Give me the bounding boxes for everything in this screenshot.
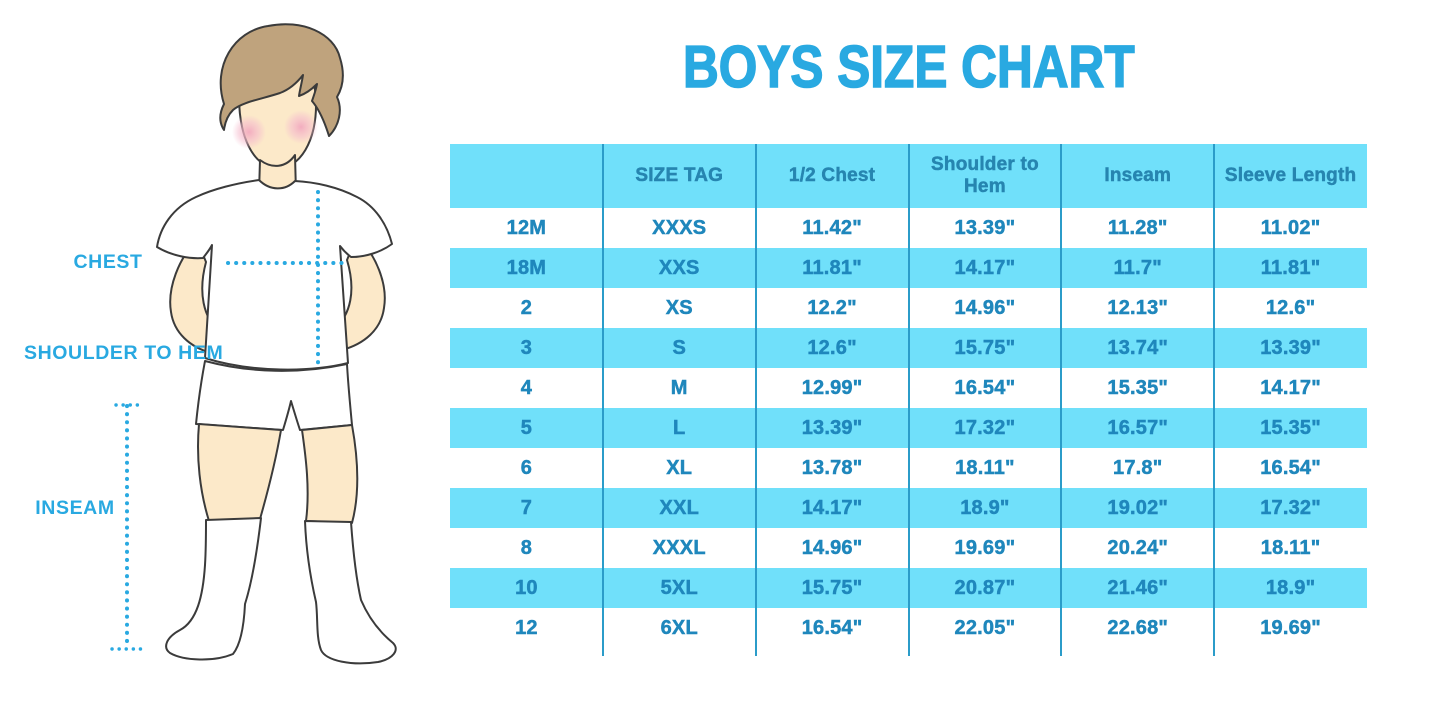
table-cell: 14.96" (801, 536, 863, 559)
table-cell: 20.24" (1107, 536, 1169, 559)
table-cell: XS (665, 296, 693, 319)
right-leg (301, 424, 359, 524)
header-cell-half-chest: 1/2 Chest (788, 164, 876, 187)
header-cell-sleeve-length: Sleeve Length (1224, 164, 1357, 187)
table-cell: 3 (520, 336, 533, 359)
inseam-label: INSEAM (35, 497, 115, 519)
table-cell: 14.17" (954, 256, 1016, 279)
table-cell: 18.9" (960, 496, 1010, 519)
column-divider (1060, 144, 1063, 656)
table-cell: 16.54" (954, 376, 1016, 399)
table-cell: 13.39" (1260, 336, 1321, 359)
page-title-text: BOYS SIZE CHART (682, 33, 1135, 101)
left-leg (197, 423, 282, 522)
table-cell: 10 (515, 576, 538, 599)
table-cell: XXS (658, 256, 700, 279)
table-cell: 22.68" (1107, 616, 1169, 639)
right-arm (333, 235, 386, 351)
table-cell: 14.17" (801, 496, 863, 519)
table-cell: 14.96" (954, 296, 1016, 319)
table-cell: L (673, 416, 686, 439)
shoulder-to-hem-label: SHOULDER TO HEM (24, 342, 224, 364)
table-cell: 18M (506, 256, 547, 279)
table-cell: 15.75" (801, 576, 863, 599)
table-cell: 15.35" (1260, 416, 1321, 439)
table-cell: 2 (520, 296, 533, 319)
table-cell: 22.05" (954, 616, 1016, 639)
shorts (195, 360, 353, 431)
table-cell: 14.17" (1260, 376, 1321, 399)
table-cell: 19.02" (1107, 496, 1169, 519)
table-cell: 18.11" (1260, 536, 1321, 559)
table-cell: 19.69" (954, 536, 1016, 559)
table-cell: 4 (520, 376, 533, 399)
table-cell: 6 (520, 456, 533, 479)
table-cell: 12 (515, 616, 538, 639)
table-cell: 12M (506, 216, 547, 239)
header-cell-inseam: Inseam (1104, 164, 1172, 187)
left-sock (165, 517, 262, 661)
table-cell: 17.32" (954, 416, 1016, 439)
table-cell: 11.02" (1260, 216, 1321, 239)
column-divider (601, 144, 604, 656)
page-title: BOYS SIZE CHART (450, 33, 1367, 101)
column-divider (1213, 144, 1216, 656)
table-cell: 11.28" (1107, 216, 1168, 239)
table-cell: 6XL (660, 616, 698, 639)
table-cell: 17.8" (1113, 456, 1163, 479)
boy-illustration (110, 23, 397, 665)
table-cell: 16.54" (801, 616, 863, 639)
table-cell: S (672, 336, 687, 359)
table-cell: 21.46" (1107, 576, 1169, 599)
table-cell: 5 (520, 416, 533, 439)
table-cell: M (670, 376, 688, 399)
chest-label: CHEST (73, 251, 143, 273)
table-cell: 19.69" (1260, 616, 1321, 639)
table-cell: 11.81" (802, 256, 862, 279)
table-cell: 20.87" (954, 576, 1016, 599)
table-cell: XXXL (652, 536, 706, 559)
table-cell: 12.99" (801, 376, 863, 399)
header-cell-size-tag: SIZE TAG (635, 164, 724, 187)
table-cell: 12.13" (1107, 296, 1169, 319)
column-divider (754, 144, 757, 656)
column-divider (907, 144, 910, 656)
table-cell: 13.39" (801, 416, 863, 439)
table-cell: 12.2" (807, 296, 857, 319)
table-cell: 16.57" (1107, 416, 1169, 439)
table-cell: XXXS (652, 216, 707, 239)
table-cell: 18.9" (1265, 576, 1316, 599)
table-cell: 13.39" (954, 216, 1016, 239)
right-sock (304, 520, 397, 665)
table-cell: 5XL (660, 576, 698, 599)
table-cell: XXL (659, 496, 699, 519)
table-cell: 7 (520, 496, 533, 519)
left-cheek (232, 115, 266, 149)
right-cheek (284, 110, 318, 144)
table-cell: 13.78" (801, 456, 863, 479)
size-table: SIZE TAG 1/2 Chest Shoulder to Hem Insea… (450, 144, 1367, 656)
table-cell: 16.54" (1260, 456, 1321, 479)
table-cell: 12.6" (1265, 296, 1316, 319)
header-cell-shoulder-hem: Shoulder to Hem (908, 144, 1061, 208)
table-cell: 17.32" (1260, 496, 1321, 519)
table-cell: 8 (520, 536, 533, 559)
table-cell: XL (666, 456, 693, 479)
table-cell: 13.74" (1107, 336, 1169, 359)
hair (219, 23, 344, 137)
table-cell: 11.42" (802, 216, 862, 239)
table-cell: 11.7" (1113, 256, 1162, 279)
table-cell: 15.75" (954, 336, 1016, 359)
table-cell: 11.81" (1260, 256, 1321, 279)
table-cell: 12.6" (807, 336, 857, 359)
table-cell: 18.11" (955, 456, 1015, 479)
header-cell-size (450, 144, 603, 208)
table-cell: 15.35" (1107, 376, 1169, 399)
header-cell-shoulder-hem-text: Shoulder to Hem (931, 153, 1039, 197)
